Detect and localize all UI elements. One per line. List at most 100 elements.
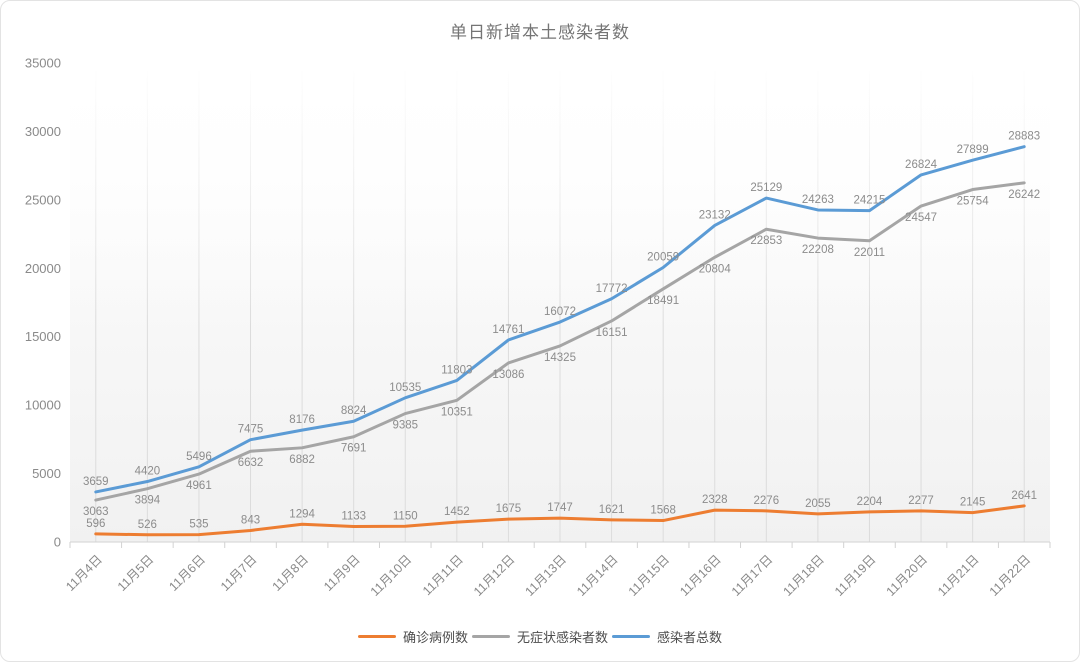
data-label: 14761	[492, 324, 524, 336]
legend-item-2: 感染者总数	[612, 627, 722, 646]
data-label: 7691	[341, 443, 367, 455]
data-label: 535	[189, 519, 208, 531]
x-axis-tick-label: 11月14日	[574, 552, 621, 599]
y-axis-tick-label: 0	[54, 535, 61, 550]
data-label: 20059	[647, 251, 679, 263]
x-axis-tick-label: 11月17日	[729, 552, 776, 599]
data-label: 2277	[908, 495, 934, 507]
data-label: 25129	[750, 182, 782, 194]
data-label: 13086	[492, 369, 524, 381]
data-label: 24263	[802, 194, 834, 206]
data-label: 1294	[289, 508, 315, 520]
y-axis-tick-label: 35000	[25, 56, 61, 71]
data-label: 5496	[186, 451, 212, 463]
data-label: 1452	[444, 506, 470, 518]
legend-line-swatch-2	[612, 635, 650, 638]
data-label: 1150	[393, 510, 418, 522]
legend-line-swatch-0	[357, 635, 396, 638]
data-label: 11803	[441, 364, 472, 376]
data-label: 4961	[186, 480, 212, 492]
data-label: 1621	[599, 504, 625, 516]
y-axis-tick-label: 25000	[25, 192, 61, 207]
legend-label-1: 无症状感染者数	[516, 630, 608, 645]
data-label: 10535	[389, 382, 421, 394]
data-label: 28883	[1008, 131, 1040, 143]
data-label: 843	[241, 514, 260, 526]
data-label: 2276	[754, 495, 780, 507]
data-label: 526	[138, 519, 157, 531]
data-label: 2055	[805, 498, 831, 510]
data-label: 20804	[699, 263, 732, 275]
data-label: 596	[86, 518, 105, 530]
data-label: 17772	[596, 283, 628, 295]
x-axis-tick-label: 11月12日	[471, 552, 518, 599]
series-line-感染者总数	[94, 145, 1026, 494]
data-label: 3063	[83, 506, 109, 518]
x-axis-tick-label: 11月16日	[677, 552, 724, 599]
data-label: 8176	[289, 414, 315, 426]
series-line-确诊病例数	[94, 504, 1026, 537]
legend-label-2: 感染者总数	[657, 630, 723, 645]
data-label: 6882	[289, 454, 315, 466]
data-label: 26824	[905, 159, 938, 171]
data-label: 3659	[83, 476, 109, 488]
data-label: 1675	[496, 503, 522, 515]
x-axis-tick-label: 11月13日	[523, 552, 570, 599]
x-axis-tick-label: 11月10日	[368, 552, 415, 599]
data-label: 24547	[905, 212, 937, 224]
chart-legend: 确诊病例数 无症状感染者数 感染者总数	[1, 627, 1079, 646]
gridline-fade-overlay	[70, 63, 1050, 327]
x-axis-tick-label: 11月7日	[218, 552, 260, 594]
data-label: 22853	[750, 235, 782, 247]
series-line-无症状感染者数	[94, 181, 1026, 502]
x-axis-tick-label: 11月4日	[63, 552, 105, 594]
data-label: 18491	[647, 295, 679, 307]
data-label: 10351	[441, 406, 473, 418]
chart-canvas: 0 5000 10000 15000 20000 25000 30000 35000 11月4日…	[25, 56, 1051, 599]
data-label: 26242	[1008, 189, 1040, 201]
x-axis-tick-label: 11月9日	[321, 552, 363, 594]
y-axis-tick-label: 5000	[32, 466, 61, 481]
data-label: 16151	[596, 327, 628, 339]
y-axis-tick-label: 10000	[25, 398, 61, 413]
data-label: 25754	[957, 196, 990, 208]
data-label: 14325	[544, 352, 576, 364]
data-label: 2204	[857, 496, 883, 508]
y-axis-tick-label: 30000	[25, 124, 61, 139]
data-label: 9385	[392, 420, 418, 432]
x-axis-tick-label: 11月19日	[832, 552, 879, 599]
data-label: 8824	[341, 405, 367, 417]
legend-line-swatch-1	[471, 635, 510, 638]
x-axis-tick-label: 11月21日	[935, 552, 982, 599]
x-axis-tick-label: 11月22日	[987, 552, 1034, 599]
data-label: 3894	[135, 495, 161, 507]
data-label: 1747	[547, 502, 573, 514]
data-label: 2641	[1011, 490, 1037, 502]
data-label: 16072	[544, 306, 576, 318]
chart-title: 单日新增本土感染者数	[450, 23, 630, 42]
data-label: 27899	[957, 144, 989, 156]
x-axis-tick-label: 11月6日	[166, 552, 208, 594]
x-axis-tick-label: 11月15日	[626, 552, 673, 599]
data-label: 22011	[854, 247, 885, 259]
data-label: 7475	[238, 424, 264, 436]
legend-item-0: 确诊病例数	[357, 627, 468, 646]
legend-label-0: 确诊病例数	[402, 630, 468, 645]
data-label: 1568	[650, 505, 676, 517]
data-label: 23132	[699, 209, 731, 221]
data-label: 2328	[702, 494, 728, 506]
x-axis-tick-label: 11月20日	[884, 552, 931, 599]
data-label: 24215	[853, 195, 885, 207]
data-label: 4420	[135, 466, 161, 478]
y-axis-tick-label: 15000	[25, 329, 61, 344]
data-label: 22208	[802, 244, 834, 256]
legend-item-1: 无症状感染者数	[471, 627, 608, 646]
y-axis-tick-label: 20000	[25, 261, 61, 276]
data-label: 2145	[960, 497, 986, 509]
x-axis-tick-label: 11月11日	[420, 552, 466, 598]
x-axis-tick-label: 11月18日	[780, 552, 827, 599]
data-label: 1133	[341, 510, 366, 522]
data-label: 6632	[238, 457, 264, 469]
x-axis-tick-label: 11月8日	[270, 552, 312, 594]
